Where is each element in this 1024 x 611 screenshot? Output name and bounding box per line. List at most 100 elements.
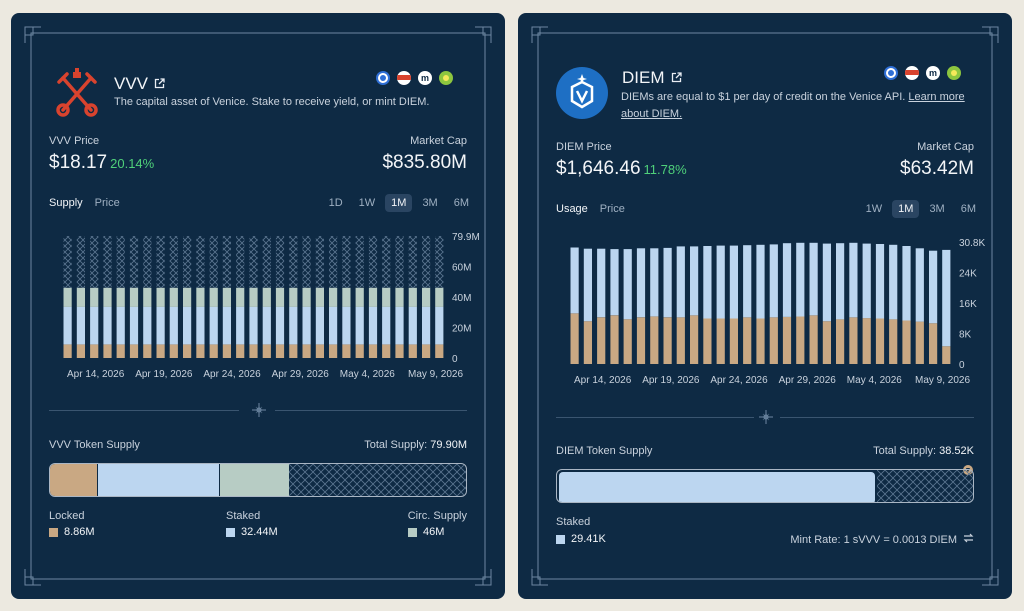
bar-used-19[interactable] xyxy=(822,321,831,364)
coin-icon[interactable] xyxy=(376,71,390,85)
bar-staked-7[interactable] xyxy=(156,306,165,345)
bar-available-12[interactable] xyxy=(729,245,738,319)
bar-used-25[interactable] xyxy=(902,320,911,364)
bar-used-22[interactable] xyxy=(862,318,871,364)
bar-unissued-17[interactable] xyxy=(289,236,298,288)
bar-staked-22[interactable] xyxy=(355,306,364,345)
bar-available-17[interactable] xyxy=(796,242,805,317)
bar-locked-17[interactable] xyxy=(289,344,298,358)
bar-used-26[interactable] xyxy=(915,321,924,364)
bar-locked-10[interactable] xyxy=(196,344,205,358)
bar-available-4[interactable] xyxy=(623,249,632,320)
bar-available-22[interactable] xyxy=(862,243,871,319)
bar-locked-6[interactable] xyxy=(143,344,152,358)
bar-staked-28[interactable] xyxy=(435,306,444,345)
bar-locked-28[interactable] xyxy=(435,344,444,358)
bar-unissued-9[interactable] xyxy=(183,236,192,288)
bar-staked-17[interactable] xyxy=(289,306,298,345)
range-6m[interactable]: 6M xyxy=(960,203,976,215)
bar-used-6[interactable] xyxy=(650,316,659,365)
bar-available-1[interactable] xyxy=(583,248,592,322)
bar-unissued-19[interactable] xyxy=(315,236,324,288)
bar-used-27[interactable] xyxy=(929,323,938,364)
bar-unissued-28[interactable] xyxy=(435,236,444,288)
bar-used-20[interactable] xyxy=(836,319,845,364)
bar-circ-supply-19[interactable] xyxy=(315,287,324,307)
bar-available-15[interactable] xyxy=(769,244,778,318)
range-3m[interactable]: 3M xyxy=(422,197,438,209)
bar-available-28[interactable] xyxy=(942,249,951,347)
bar-locked-2[interactable] xyxy=(90,344,99,358)
bar-staked-5[interactable] xyxy=(129,306,139,345)
coingecko-icon[interactable] xyxy=(439,71,453,85)
bar-locked-8[interactable] xyxy=(169,344,178,358)
bar-unissued-15[interactable] xyxy=(262,236,271,288)
coingecko-icon[interactable] xyxy=(947,66,961,80)
bar-circ-supply-15[interactable] xyxy=(262,287,271,307)
bar-locked-19[interactable] xyxy=(315,344,324,358)
bar-circ-supply-12[interactable] xyxy=(222,287,231,307)
bar-unissued-11[interactable] xyxy=(209,236,218,288)
bar-circ-supply-20[interactable] xyxy=(329,287,338,307)
bar-unissued-3[interactable] xyxy=(103,236,112,288)
tab-usage[interactable]: Usage xyxy=(556,203,588,215)
bar-used-16[interactable] xyxy=(782,316,792,364)
bar-unissued-16[interactable] xyxy=(275,236,285,288)
bar-circ-supply-10[interactable] xyxy=(196,287,205,307)
bar-available-7[interactable] xyxy=(663,247,672,318)
coinmarketcap-icon[interactable]: m xyxy=(926,66,940,80)
bar-unissued-7[interactable] xyxy=(156,236,165,288)
bar-unissued-5[interactable] xyxy=(129,236,139,288)
bar-locked-22[interactable] xyxy=(355,344,364,358)
bar-circ-supply-0[interactable] xyxy=(63,287,72,307)
bar-unissued-14[interactable] xyxy=(249,236,258,288)
range-1m[interactable]: 1M xyxy=(892,200,920,218)
bar-circ-supply-9[interactable] xyxy=(183,287,192,307)
bar-staked-25[interactable] xyxy=(395,306,404,345)
swap-icon[interactable] xyxy=(963,533,974,546)
bar-staked-14[interactable] xyxy=(249,306,258,345)
bar-circ-supply-1[interactable] xyxy=(76,287,85,307)
bar-used-28[interactable] xyxy=(942,346,951,364)
bar-available-25[interactable] xyxy=(902,246,911,321)
bar-staked-1[interactable] xyxy=(76,306,85,345)
bar-available-24[interactable] xyxy=(889,244,898,320)
bar-staked-19[interactable] xyxy=(315,306,324,345)
bar-locked-26[interactable] xyxy=(408,344,417,358)
bar-locked-11[interactable] xyxy=(209,344,218,358)
bar-used-23[interactable] xyxy=(875,318,885,364)
range-6m[interactable]: 6M xyxy=(453,197,469,209)
bar-available-14[interactable] xyxy=(756,244,765,319)
bar-unissued-2[interactable] xyxy=(90,236,99,288)
bar-used-2[interactable] xyxy=(597,317,606,364)
bar-staked-23[interactable] xyxy=(368,306,378,345)
tab-price[interactable]: Price xyxy=(599,203,625,215)
bar-circ-supply-11[interactable] xyxy=(209,287,218,307)
bar-locked-21[interactable] xyxy=(342,344,351,358)
bar-circ-supply-21[interactable] xyxy=(342,287,351,307)
bar-locked-0[interactable] xyxy=(63,344,72,358)
bar-used-10[interactable] xyxy=(703,318,712,364)
bar-staked-4[interactable] xyxy=(116,306,125,345)
range-1w[interactable]: 1W xyxy=(865,203,883,215)
bar-unissued-6[interactable] xyxy=(143,236,152,288)
bar-circ-supply-8[interactable] xyxy=(169,287,178,307)
bar-unissued-25[interactable] xyxy=(395,236,404,288)
bar-used-15[interactable] xyxy=(769,317,778,364)
bar-used-0[interactable] xyxy=(570,313,579,364)
bar-unissued-21[interactable] xyxy=(342,236,351,288)
bar-circ-supply-24[interactable] xyxy=(382,287,391,307)
bar-locked-1[interactable] xyxy=(76,344,85,358)
bar-staked-12[interactable] xyxy=(222,306,231,345)
bar-used-5[interactable] xyxy=(636,317,646,364)
bar-available-10[interactable] xyxy=(703,246,712,319)
coin-icon[interactable] xyxy=(884,66,898,80)
bar-staked-16[interactable] xyxy=(275,306,285,345)
bar-available-2[interactable] xyxy=(597,248,606,318)
bar-locked-13[interactable] xyxy=(236,344,245,358)
bar-available-16[interactable] xyxy=(782,243,792,317)
bar-circ-supply-28[interactable] xyxy=(435,287,444,307)
tab-price[interactable]: Price xyxy=(94,197,120,209)
bar-unissued-8[interactable] xyxy=(169,236,178,288)
bar-staked-6[interactable] xyxy=(143,306,152,345)
